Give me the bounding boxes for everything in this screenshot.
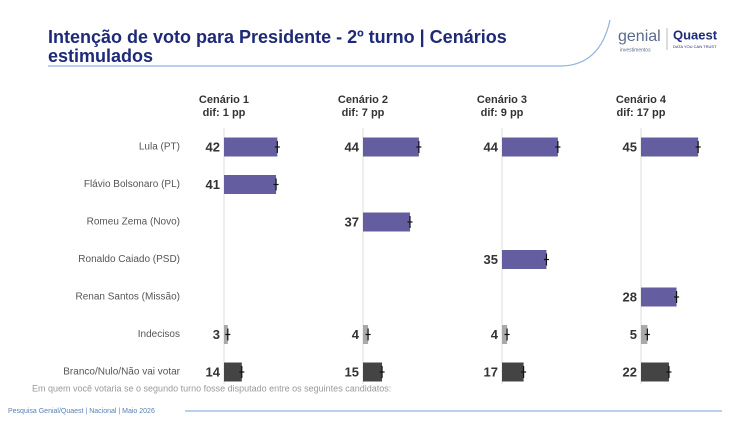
- logo-quaest: Quaest: [673, 27, 718, 42]
- logo-quaest-sub: DATA YOU CAN TRUST: [673, 44, 717, 49]
- bar: [502, 325, 508, 344]
- value-label: 14: [206, 364, 221, 379]
- value-label: 44: [345, 139, 360, 154]
- value-label: 22: [623, 364, 637, 379]
- bar: [363, 325, 369, 344]
- value-label: 4: [352, 327, 360, 342]
- logo-genial-sub: investimentos: [620, 47, 651, 53]
- bar: [641, 137, 699, 157]
- row-label: Renan Santos (Missão): [76, 292, 181, 303]
- title-line: Intenção de voto para Presidente - 2º tu…: [48, 27, 507, 47]
- value-label: 15: [345, 364, 359, 379]
- panel-subtitle: dif: 17 pp: [617, 107, 666, 119]
- value-label: 41: [206, 177, 220, 192]
- note: Em quem você votaria se o segundo turno …: [32, 383, 391, 393]
- panel-title: Cenário 4: [616, 94, 667, 106]
- value-label: 3: [213, 327, 220, 342]
- panel-title: Cenário 3: [477, 94, 527, 106]
- value-label: 37: [345, 214, 359, 229]
- row-label: Ronaldo Caiado (PSD): [78, 254, 180, 265]
- row-label: Indecisos: [138, 329, 180, 340]
- panel-subtitle: dif: 1 pp: [203, 107, 246, 119]
- title-line: estimulados: [48, 46, 153, 66]
- row-label: Romeu Zema (Novo): [87, 217, 180, 228]
- value-label: 5: [630, 327, 637, 342]
- logo-genial: genial: [618, 28, 661, 45]
- value-label: 4: [491, 327, 499, 342]
- row-label: Branco/Nulo/Não vai votar: [63, 367, 180, 378]
- value-label: 28: [623, 289, 637, 304]
- bar: [224, 175, 277, 194]
- value-label: 44: [484, 139, 499, 154]
- panel-subtitle: dif: 9 pp: [481, 107, 524, 119]
- panel-title: Cenário 1: [199, 94, 249, 106]
- bar: [502, 137, 558, 157]
- footer: Pesquisa Genial/Quaest | Nacional | Maio…: [8, 408, 155, 415]
- value-label: 45: [623, 139, 637, 154]
- bar: [502, 250, 547, 269]
- panel-title: Cenário 2: [338, 94, 388, 106]
- row-label: Lula (PT): [139, 142, 180, 153]
- row-label: Flávio Bolsonaro (PL): [84, 179, 180, 190]
- bar: [224, 362, 242, 382]
- bar: [502, 362, 524, 382]
- bar: [363, 212, 410, 232]
- bar: [641, 362, 669, 382]
- value-label: 42: [206, 139, 220, 154]
- value-label: 17: [484, 364, 498, 379]
- bar: [363, 362, 383, 382]
- panel-subtitle: dif: 7 pp: [342, 107, 385, 119]
- value-label: 35: [484, 252, 498, 267]
- bar: [641, 287, 677, 307]
- bar: [641, 325, 648, 344]
- bar: [224, 137, 278, 157]
- header-curve: [48, 19, 611, 67]
- bar: [363, 137, 419, 157]
